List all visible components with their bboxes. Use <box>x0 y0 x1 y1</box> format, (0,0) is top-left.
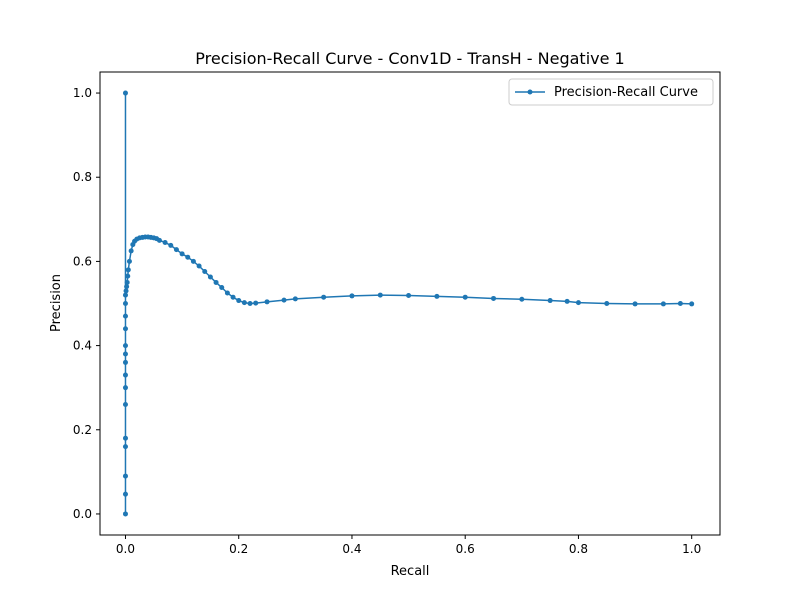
series-layer <box>122 90 695 517</box>
data-point <box>241 300 247 306</box>
data-point <box>156 237 162 243</box>
data-point <box>281 297 287 303</box>
data-point <box>689 301 695 307</box>
x-tick-label: 0.8 <box>569 542 588 556</box>
data-point <box>547 298 553 304</box>
plot-area <box>99 71 721 536</box>
data-point <box>196 263 202 269</box>
x-axis-label: Recall <box>391 564 430 579</box>
series-line <box>124 93 692 515</box>
x-tick-label: 0.4 <box>342 542 361 556</box>
data-point <box>125 273 131 279</box>
data-point <box>660 301 666 307</box>
y-tick-label: 0.6 <box>73 254 92 268</box>
data-point <box>604 301 610 306</box>
data-point <box>519 296 525 302</box>
data-point <box>173 247 179 253</box>
x-axis: 0.0 0.2 0.4 0.6 0.8 1.0 <box>116 535 701 556</box>
data-point <box>632 301 638 307</box>
data-point <box>247 301 253 306</box>
data-point <box>123 288 129 294</box>
data-point <box>236 298 242 304</box>
x-tick-label: 0.2 <box>229 542 248 556</box>
data-point <box>406 293 412 298</box>
data-point <box>122 292 128 298</box>
data-point <box>122 326 128 332</box>
x-tick-label: 1.0 <box>682 542 701 556</box>
legend-box <box>508 78 714 106</box>
data-point <box>122 444 128 450</box>
y-tick-label: 0.2 <box>73 423 92 437</box>
legend-label: Precision-Recall Curve <box>554 85 698 100</box>
data-point <box>190 258 196 264</box>
data-point <box>292 296 298 302</box>
data-point <box>462 294 468 300</box>
data-point <box>124 279 130 285</box>
data-point <box>122 351 128 357</box>
data-point <box>122 511 128 517</box>
data-point <box>377 292 383 298</box>
data-point <box>219 285 225 291</box>
data-point <box>122 385 128 391</box>
data-point <box>434 293 440 299</box>
data-point <box>230 294 236 300</box>
data-point <box>224 290 230 296</box>
data-point <box>128 248 134 254</box>
data-point <box>491 295 497 301</box>
data-point <box>124 284 130 290</box>
data-point <box>564 298 570 304</box>
data-point <box>126 258 132 264</box>
data-point <box>168 242 174 248</box>
data-point <box>677 301 683 306</box>
data-point <box>264 299 270 305</box>
data-point <box>202 269 208 275</box>
data-point <box>253 300 259 306</box>
y-axis-label: Precision <box>49 274 64 332</box>
plot-frame <box>99 71 721 536</box>
data-point <box>122 90 128 96</box>
data-point <box>122 435 128 441</box>
data-point <box>162 239 168 245</box>
data-point <box>122 343 128 349</box>
legend: Precision-Recall Curve <box>508 78 714 106</box>
data-point <box>207 274 213 280</box>
data-point <box>122 372 128 378</box>
x-tick-label: 0.6 <box>456 542 475 556</box>
x-tick-label: 0.0 <box>116 542 135 556</box>
data-point <box>349 293 355 299</box>
data-point <box>122 473 128 479</box>
y-tick-label: 1.0 <box>73 86 92 100</box>
data-point <box>321 294 327 300</box>
data-point <box>122 491 128 497</box>
data-point <box>122 301 128 306</box>
data-point <box>185 254 191 260</box>
y-axis: 0.0 0.2 0.4 0.6 0.8 1.0 <box>73 86 100 521</box>
data-point <box>213 279 219 285</box>
data-point <box>575 300 581 306</box>
data-point <box>122 313 128 319</box>
legend-marker-sample <box>527 89 533 95</box>
data-point <box>125 267 131 273</box>
data-point <box>179 251 185 257</box>
data-point <box>122 359 128 365</box>
y-tick-label: 0.4 <box>73 339 92 353</box>
y-tick-label: 0.8 <box>73 170 92 184</box>
y-tick-label: 0.0 <box>73 507 92 521</box>
chart-title: Precision-Recall Curve - Conv1D - TransH… <box>195 49 624 68</box>
data-point <box>122 402 128 408</box>
